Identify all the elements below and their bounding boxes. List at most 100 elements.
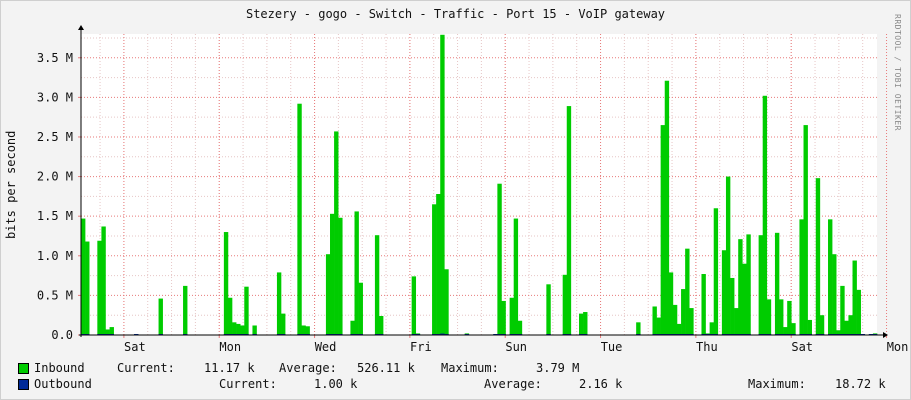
inbound-bar	[432, 204, 437, 335]
inbound-bar	[848, 315, 853, 335]
inbound-bar	[334, 131, 339, 335]
x-tick-label: Sat	[791, 340, 813, 354]
outbound-current-value: 1.00 k	[314, 377, 358, 391]
inbound-bar	[807, 319, 812, 335]
y-tick-label: 3.5 M	[37, 51, 73, 65]
outbound-average-label: Average:	[484, 377, 542, 391]
inbound-bar	[158, 298, 163, 335]
inbound-bar	[517, 320, 523, 335]
inbound-bar	[636, 322, 641, 335]
inbound-bar	[501, 300, 506, 335]
inbound-bar	[701, 274, 706, 335]
inbound-bar	[305, 326, 310, 335]
inbound-bar	[856, 289, 861, 335]
inbound-bar	[440, 34, 445, 335]
y-tick-label: 3.0 M	[37, 90, 73, 104]
inbound-current-value: 11.17 k	[204, 361, 255, 375]
inbound-bar	[297, 103, 302, 336]
chart-title: Stezery - gogo - Switch - Traffic - Port…	[245, 7, 666, 21]
inbound-bar	[746, 234, 751, 335]
x-axis-arrow	[883, 332, 888, 338]
inbound-bar	[721, 250, 727, 335]
inbound-bar	[546, 284, 551, 335]
inbound-bar	[803, 125, 808, 335]
x-tick-label: Wed	[315, 340, 337, 354]
inbound-bar	[819, 315, 825, 335]
inbound-bar	[436, 194, 441, 335]
outbound-current-label: Current:	[219, 377, 277, 391]
y-tick-label: 1.0 M	[37, 249, 73, 263]
inbound-bar	[350, 320, 355, 335]
inbound-bar	[497, 183, 502, 335]
inbound-bar	[668, 272, 674, 335]
y-tick-label: 0.5 M	[37, 288, 73, 302]
x-tick-label: Fri	[410, 340, 432, 354]
inbound-bar	[774, 232, 780, 335]
y-tick-label: 2.0 M	[37, 170, 73, 184]
inbound-bar	[411, 276, 417, 335]
x-tick-label: Sun	[505, 340, 527, 354]
inbound-bar	[227, 297, 233, 335]
inbound-bar	[762, 95, 768, 335]
outbound-maximum-value: 18.72 k	[835, 377, 886, 391]
inbound-bar	[252, 325, 257, 335]
inbound-bar	[101, 226, 106, 335]
inbound-current-label: Current:	[117, 361, 175, 375]
inbound-bar	[378, 315, 384, 335]
y-tick-label: 1.5 M	[37, 209, 73, 223]
inbound-bar	[681, 289, 686, 335]
inbound-bar	[676, 323, 682, 335]
inbound-bar	[236, 323, 241, 335]
inbound-maximum-label: Maximum:	[441, 361, 499, 375]
inbound-bar	[301, 325, 306, 335]
inbound-bar	[766, 299, 772, 335]
outbound-average-value: 2.16 k	[579, 377, 623, 391]
inbound-bar	[97, 240, 102, 335]
inbound-bar	[240, 325, 245, 335]
inbound-bar	[852, 260, 857, 335]
outbound-legend-name: Outbound	[34, 377, 92, 391]
y-axis-arrow	[78, 25, 84, 30]
plot-area	[81, 34, 877, 335]
inbound-bar	[579, 313, 584, 335]
inbound-bar	[562, 274, 568, 335]
inbound-bar	[725, 176, 731, 335]
inbound-bar	[325, 254, 331, 335]
inbound-bar	[513, 218, 519, 335]
inbound-bar	[509, 297, 514, 335]
inbound-bar	[709, 322, 715, 335]
inbound-bar	[660, 125, 666, 335]
inbound-bar	[281, 313, 286, 335]
outbound-bar	[440, 333, 445, 335]
inbound-bar	[183, 285, 188, 335]
inbound-bar	[672, 304, 678, 335]
inbound-bar	[652, 306, 657, 335]
inbound-bar	[738, 239, 743, 335]
outbound-maximum-label: Maximum:	[748, 377, 806, 391]
inbound-average-label: Average:	[279, 361, 337, 375]
inbound-bar	[358, 282, 363, 335]
inbound-maximum-value: 3.79 M	[536, 361, 580, 375]
inbound-average-value: 526.11 k	[357, 361, 415, 375]
inbound-bar	[444, 269, 449, 335]
inbound-bar	[689, 308, 694, 335]
x-tick-label: Mon	[887, 340, 909, 354]
inbound-bar	[799, 219, 804, 335]
inbound-bar	[232, 322, 237, 335]
inbound-bar	[787, 300, 792, 335]
inbound-bar	[730, 277, 735, 335]
inbound-bar	[791, 323, 796, 335]
inbound-bar	[828, 219, 833, 335]
inbound-bar	[85, 241, 90, 335]
x-tick-label: Thu	[696, 340, 718, 354]
inbound-bar	[832, 254, 837, 335]
inbound-bar	[713, 208, 719, 335]
inbound-bar	[105, 329, 110, 335]
inbound-legend-name: Inbound	[34, 361, 85, 375]
inbound-bar	[758, 235, 763, 335]
inbound-bar	[109, 327, 114, 335]
inbound-bar	[779, 299, 784, 335]
y-tick-label: 0.0	[51, 328, 73, 342]
rrdtool-watermark: RRDTOOL / TOBI OETIKER	[893, 14, 902, 131]
